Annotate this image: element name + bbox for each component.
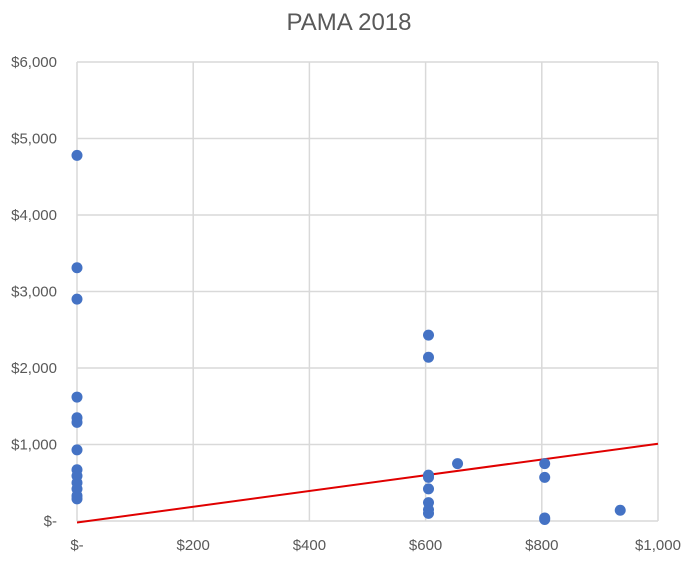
data-point-23: [539, 471, 551, 483]
y-axis-tick-labels: $- $1,000 $2,000 $3,000 $4,000 $5,000 $6,000: [11, 54, 57, 530]
data-point-22: [539, 458, 551, 470]
data-point-3: [71, 391, 83, 403]
y-tick-label-3: $3,000: [11, 284, 57, 301]
data-point-13: [423, 329, 435, 341]
gridlines: [76, 61, 659, 522]
data-points: [71, 149, 626, 525]
data-point-6: [71, 444, 83, 456]
y-tick-label-4: $4,000: [11, 207, 57, 224]
data-point-1: [71, 262, 83, 274]
data-point-14: [423, 351, 435, 363]
x-axis-tick-labels: $- $200 $400 $600 $800 $1,000: [70, 537, 681, 554]
data-point-21: [452, 458, 464, 470]
y-tick-label-0: $-: [44, 513, 57, 530]
x-tick-label-5: $1,000: [635, 537, 681, 554]
y-tick-label-6: $6,000: [11, 54, 57, 71]
x-tick-label-0: $-: [70, 537, 83, 554]
trendline: [76, 442, 659, 524]
y-tick-label-1: $1,000: [11, 437, 57, 454]
data-point-26: [614, 504, 626, 516]
y-tick-label-2: $2,000: [11, 360, 57, 377]
x-tick-label-2: $400: [293, 537, 326, 554]
data-point-0: [71, 149, 83, 161]
data-point-2: [71, 293, 83, 305]
data-point-20: [423, 507, 435, 519]
data-point-17: [423, 483, 435, 495]
data-point-16: [423, 471, 435, 483]
x-tick-label-4: $800: [525, 537, 558, 554]
y-tick-label-5: $5,000: [11, 131, 57, 148]
chart-title: PAMA 2018: [287, 9, 412, 36]
trendline-group: [76, 442, 659, 524]
x-tick-label-1: $200: [177, 537, 210, 554]
data-point-5: [71, 416, 83, 428]
data-point-12: [71, 493, 83, 505]
x-tick-label-3: $600: [409, 537, 442, 554]
data-point-25: [539, 513, 551, 525]
